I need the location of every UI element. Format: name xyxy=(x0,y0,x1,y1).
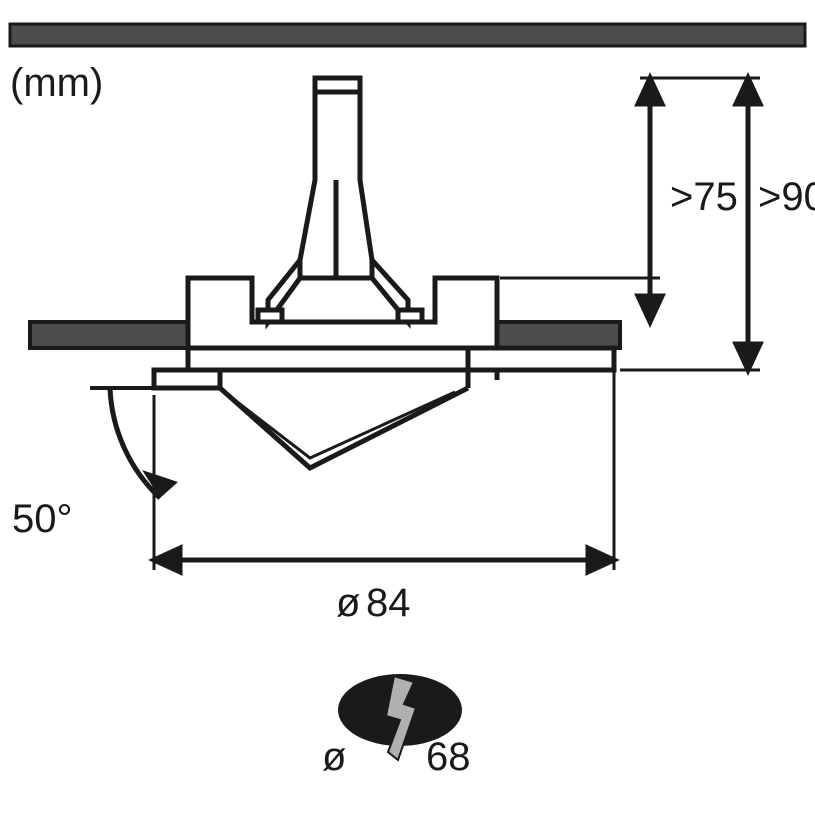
dim-clearance-90 xyxy=(620,78,760,370)
ceiling-bar xyxy=(10,24,805,46)
spring-clip xyxy=(258,78,422,322)
units-label: (mm) xyxy=(10,61,103,105)
dia68-prefix: ø xyxy=(322,735,346,779)
dim-clearance-75 xyxy=(500,78,662,322)
diagram-svg: (mm) xyxy=(0,0,815,819)
light-housing xyxy=(188,278,497,388)
clearance-75-label: >75 xyxy=(670,175,738,219)
clearance-90-label: >90 xyxy=(758,175,815,219)
dia84-value: 84 xyxy=(366,581,411,625)
dimension-diagram: (mm) xyxy=(0,0,815,819)
dia84-prefix: ø xyxy=(336,581,360,625)
tilted-reflector xyxy=(220,388,468,468)
dia68-value: 68 xyxy=(426,735,471,779)
angle-label: 50° xyxy=(12,497,73,541)
dim-diameter-84 xyxy=(154,348,614,572)
angle-indicator xyxy=(90,388,190,498)
